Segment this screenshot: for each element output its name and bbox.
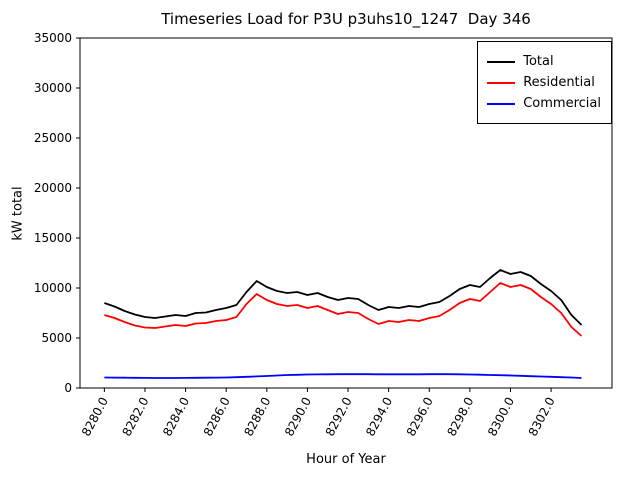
x-axis-label: Hour of Year bbox=[306, 452, 386, 467]
x-tick-label: 8296.0 bbox=[404, 395, 436, 439]
x-tick-label: 8292.0 bbox=[323, 395, 355, 439]
x-tick-label: 8290.0 bbox=[282, 395, 314, 439]
legend-line-total-icon bbox=[487, 60, 516, 63]
series-line-commercial bbox=[104, 373, 582, 379]
y-tick-label: 25000 bbox=[34, 131, 72, 145]
x-tick-label: 8286.0 bbox=[201, 395, 233, 439]
y-axis-label: kW total bbox=[10, 186, 26, 241]
y-tick-label: 20000 bbox=[34, 181, 72, 195]
y-tick-label: 10000 bbox=[34, 281, 72, 295]
x-tick-label: 8298.0 bbox=[444, 395, 476, 439]
x-tick-label: 8280.0 bbox=[79, 395, 111, 439]
legend-entry-commercial: Commercial bbox=[487, 95, 601, 112]
x-tick-label: 8300.0 bbox=[485, 395, 517, 439]
x-tick-label: 8284.0 bbox=[160, 395, 192, 439]
legend-line-commercial-icon bbox=[487, 102, 516, 105]
legend-label-total: Total bbox=[523, 54, 554, 69]
legend-entry-total: Total bbox=[487, 53, 601, 70]
axes-spines bbox=[79, 37, 613, 389]
legend-line-residential-icon bbox=[487, 81, 516, 84]
series-line-total bbox=[104, 269, 583, 326]
x-tick-label: 8288.0 bbox=[241, 395, 273, 439]
legend-label-commercial: Commercial bbox=[523, 96, 601, 111]
series-line-residential bbox=[104, 282, 583, 337]
legend-entry-residential: Residential bbox=[487, 74, 601, 91]
chart-title: Timeseries Load for P3U p3uhs10_1247 Day… bbox=[161, 10, 531, 28]
y-tick-label: 15000 bbox=[34, 231, 72, 245]
x-tick-label: 8302.0 bbox=[526, 395, 558, 439]
y-tick-label: 30000 bbox=[34, 81, 72, 95]
y-tick-label: 0 bbox=[64, 381, 72, 395]
legend-label-residential: Residential bbox=[523, 75, 595, 90]
legend: Total Residential Commercial bbox=[477, 41, 612, 124]
y-tick-label: 5000 bbox=[41, 331, 72, 345]
x-tick-label: 8282.0 bbox=[120, 395, 152, 439]
y-tick-label: 35000 bbox=[34, 31, 72, 45]
x-tick-label: 8294.0 bbox=[363, 395, 395, 439]
